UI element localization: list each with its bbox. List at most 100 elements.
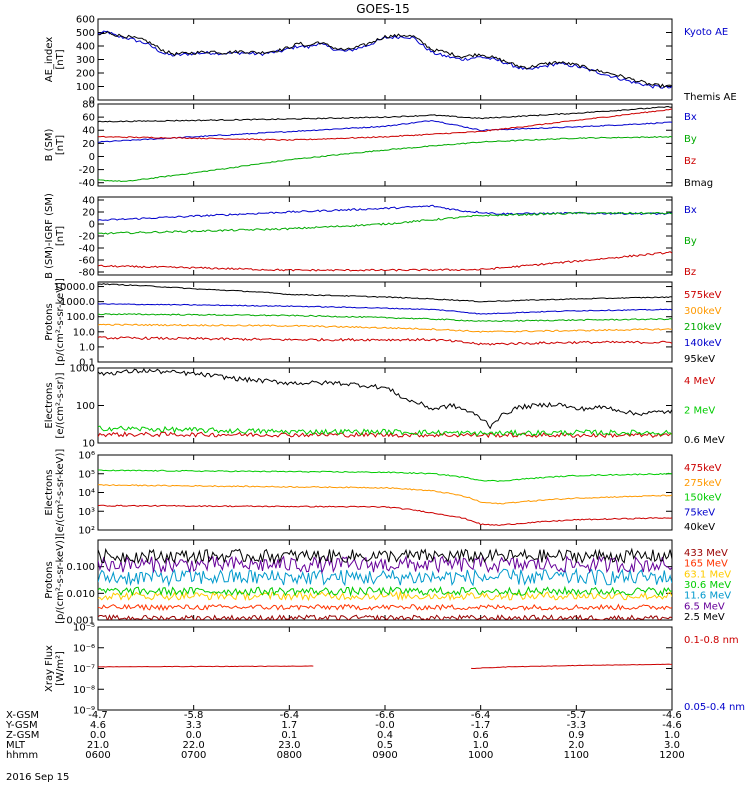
legend-label: Bz <box>684 156 696 167</box>
footer-cell: -6.4 <box>471 710 491 721</box>
legend-label: 300keV <box>684 306 722 317</box>
footer-row-label: MLT <box>6 740 26 751</box>
y-tick-label: 0 <box>89 152 95 163</box>
footer-row-label: hhmm <box>6 750 38 761</box>
legend-label: By <box>684 236 697 247</box>
series-line-165-mev <box>98 603 672 612</box>
legend-label: Bx <box>684 205 697 216</box>
footer-cell: 0.0 <box>186 730 202 741</box>
y-tick-label: -20 <box>79 232 95 243</box>
y-tick-label: 1000.0 <box>60 297 95 308</box>
series-line-0-1-0-8-nm <box>471 663 672 669</box>
footer-cell: -4.6 <box>662 720 682 731</box>
y-tick-label: 40 <box>82 126 95 137</box>
series-line-bx <box>98 120 672 143</box>
panel-frame <box>97 626 673 711</box>
footer-cell: 0700 <box>181 750 206 761</box>
legend-label: 575keV <box>684 290 722 301</box>
footer-cell: 2.0 <box>568 740 584 751</box>
y-tick-label: 10⁻⁷ <box>73 664 95 675</box>
footer-cell: 4.6 <box>90 720 106 731</box>
panel-xray: 10⁻⁵ 10⁻⁶ 10⁻⁷ 10⁻⁸ 10⁻⁹ Xray Flux [W/m²] 0.1-0… <box>44 623 745 717</box>
series-line-bmag <box>98 105 672 123</box>
footer-cell: -3.3 <box>567 720 587 731</box>
legend-label: By <box>684 134 697 145</box>
y-tick-label: 0 <box>89 220 95 231</box>
y-axis-label: [e/(cm²-s-sr)] <box>55 372 66 438</box>
y-tick-label: 600 <box>76 15 95 26</box>
footer-cell: 0.9 <box>568 730 584 741</box>
y-axis-label: [nT] <box>55 49 66 69</box>
series-line-bz <box>98 251 672 272</box>
y-tick-label: 10⁻⁵ <box>73 623 95 634</box>
footer-cell: 0.1 <box>281 730 297 741</box>
footer-cell: -4.6 <box>662 710 682 721</box>
series-group <box>98 105 672 183</box>
legend-label: 0.6 MeV <box>684 435 725 446</box>
y-tick-label: -40 <box>79 178 95 189</box>
y-tick-label: 300 <box>76 55 95 66</box>
series-line-11-6-mev <box>98 567 672 587</box>
y-tick-label: 100 <box>76 82 95 93</box>
series-line-300kev <box>98 323 672 333</box>
y-tick-label: 10.0 <box>73 327 95 338</box>
y-tick-label: 20 <box>82 208 95 219</box>
series-line-95kev <box>98 283 672 303</box>
legend-label: Themis AE <box>683 92 737 103</box>
legend-label: 2 MeV <box>684 406 715 417</box>
y-tick-label: 100.0 <box>66 312 95 323</box>
y-tick-label: 10000.0 <box>54 282 95 293</box>
footer-cell: 0.0 <box>90 730 106 741</box>
footer-row-label: X-GSM <box>6 710 39 721</box>
series-line-433-mev <box>98 614 672 620</box>
y-axis-label: [e/(cm²-s-sr-keV)] <box>55 449 66 537</box>
series-line-kyoto-ae <box>98 30 672 89</box>
series-group <box>98 368 672 439</box>
footer-cell: -0.0 <box>375 720 395 731</box>
legend-label: 275keV <box>684 478 722 489</box>
legend-label: 30.6 MeV <box>684 580 731 591</box>
series-line-210kev <box>98 313 672 322</box>
y-tick-label: 10² <box>78 526 95 537</box>
panel-frame <box>97 281 673 363</box>
y-tick-label: 100 <box>76 401 95 412</box>
y-axis-label: Xray Flux <box>44 645 55 692</box>
y-tick-label: 10⁵ <box>78 469 95 480</box>
footer-cell: 1.0 <box>664 730 680 741</box>
y-axis-label: B (SM)-IGRF (SM) <box>44 193 55 279</box>
y-axis-label: [p/(cm²-s-sr-keV)] <box>55 536 66 624</box>
y-tick-label: -80 <box>79 268 95 279</box>
footer-cell: -6.4 <box>280 710 300 721</box>
legend-label: 0.05-0.4 nm <box>684 702 745 713</box>
footer-cell: 1.7 <box>281 720 297 731</box>
series-line-150kev <box>98 469 672 483</box>
footer-row-label: Y-GSM <box>5 720 38 731</box>
legend-label: 95keV <box>684 354 715 365</box>
legend-label: Kyoto AE <box>684 27 728 38</box>
series-group <box>98 283 672 346</box>
series-group <box>98 663 672 669</box>
y-tick-label: 10⁶ <box>78 451 95 462</box>
y-tick-label: 1000 <box>70 364 95 375</box>
panel-electrons1: 1000 100 10 Electrons [e/(cm²-s-sr)] 4 MeV 2 M… <box>44 364 725 450</box>
footer-cell: 0900 <box>372 750 397 761</box>
footer-cell: 0800 <box>277 750 302 761</box>
y-axis-label: Electrons <box>44 382 55 428</box>
legend-label: 433 MeV <box>684 548 728 559</box>
series-line-63-1-mev <box>98 590 672 602</box>
legend-label: 4 MeV <box>684 376 715 387</box>
legend-label: 2.5 MeV <box>684 612 725 623</box>
y-axis-label: [W/m²] <box>55 651 66 686</box>
series-line-2-5-mev <box>98 547 672 565</box>
panel-b_sm: 80 60 40 20 0 -20 -40 B (SM) [nT] Bx By Bz Bmag <box>44 100 713 190</box>
legend-label: 0.1-0.8 nm <box>684 635 739 646</box>
series-group <box>98 204 672 272</box>
y-tick-label: 400 <box>76 42 95 53</box>
panel-protons2: 0.100 0.010 0.001 Protons [p/(cm²-s-sr-keV)]… <box>44 536 731 626</box>
series-line-bz <box>98 108 672 142</box>
y-tick-label: -60 <box>79 256 95 267</box>
footer-cell: 3.3 <box>186 720 202 731</box>
y-tick-label: 10 <box>82 439 95 450</box>
series-line-30-6-mev <box>98 585 672 597</box>
